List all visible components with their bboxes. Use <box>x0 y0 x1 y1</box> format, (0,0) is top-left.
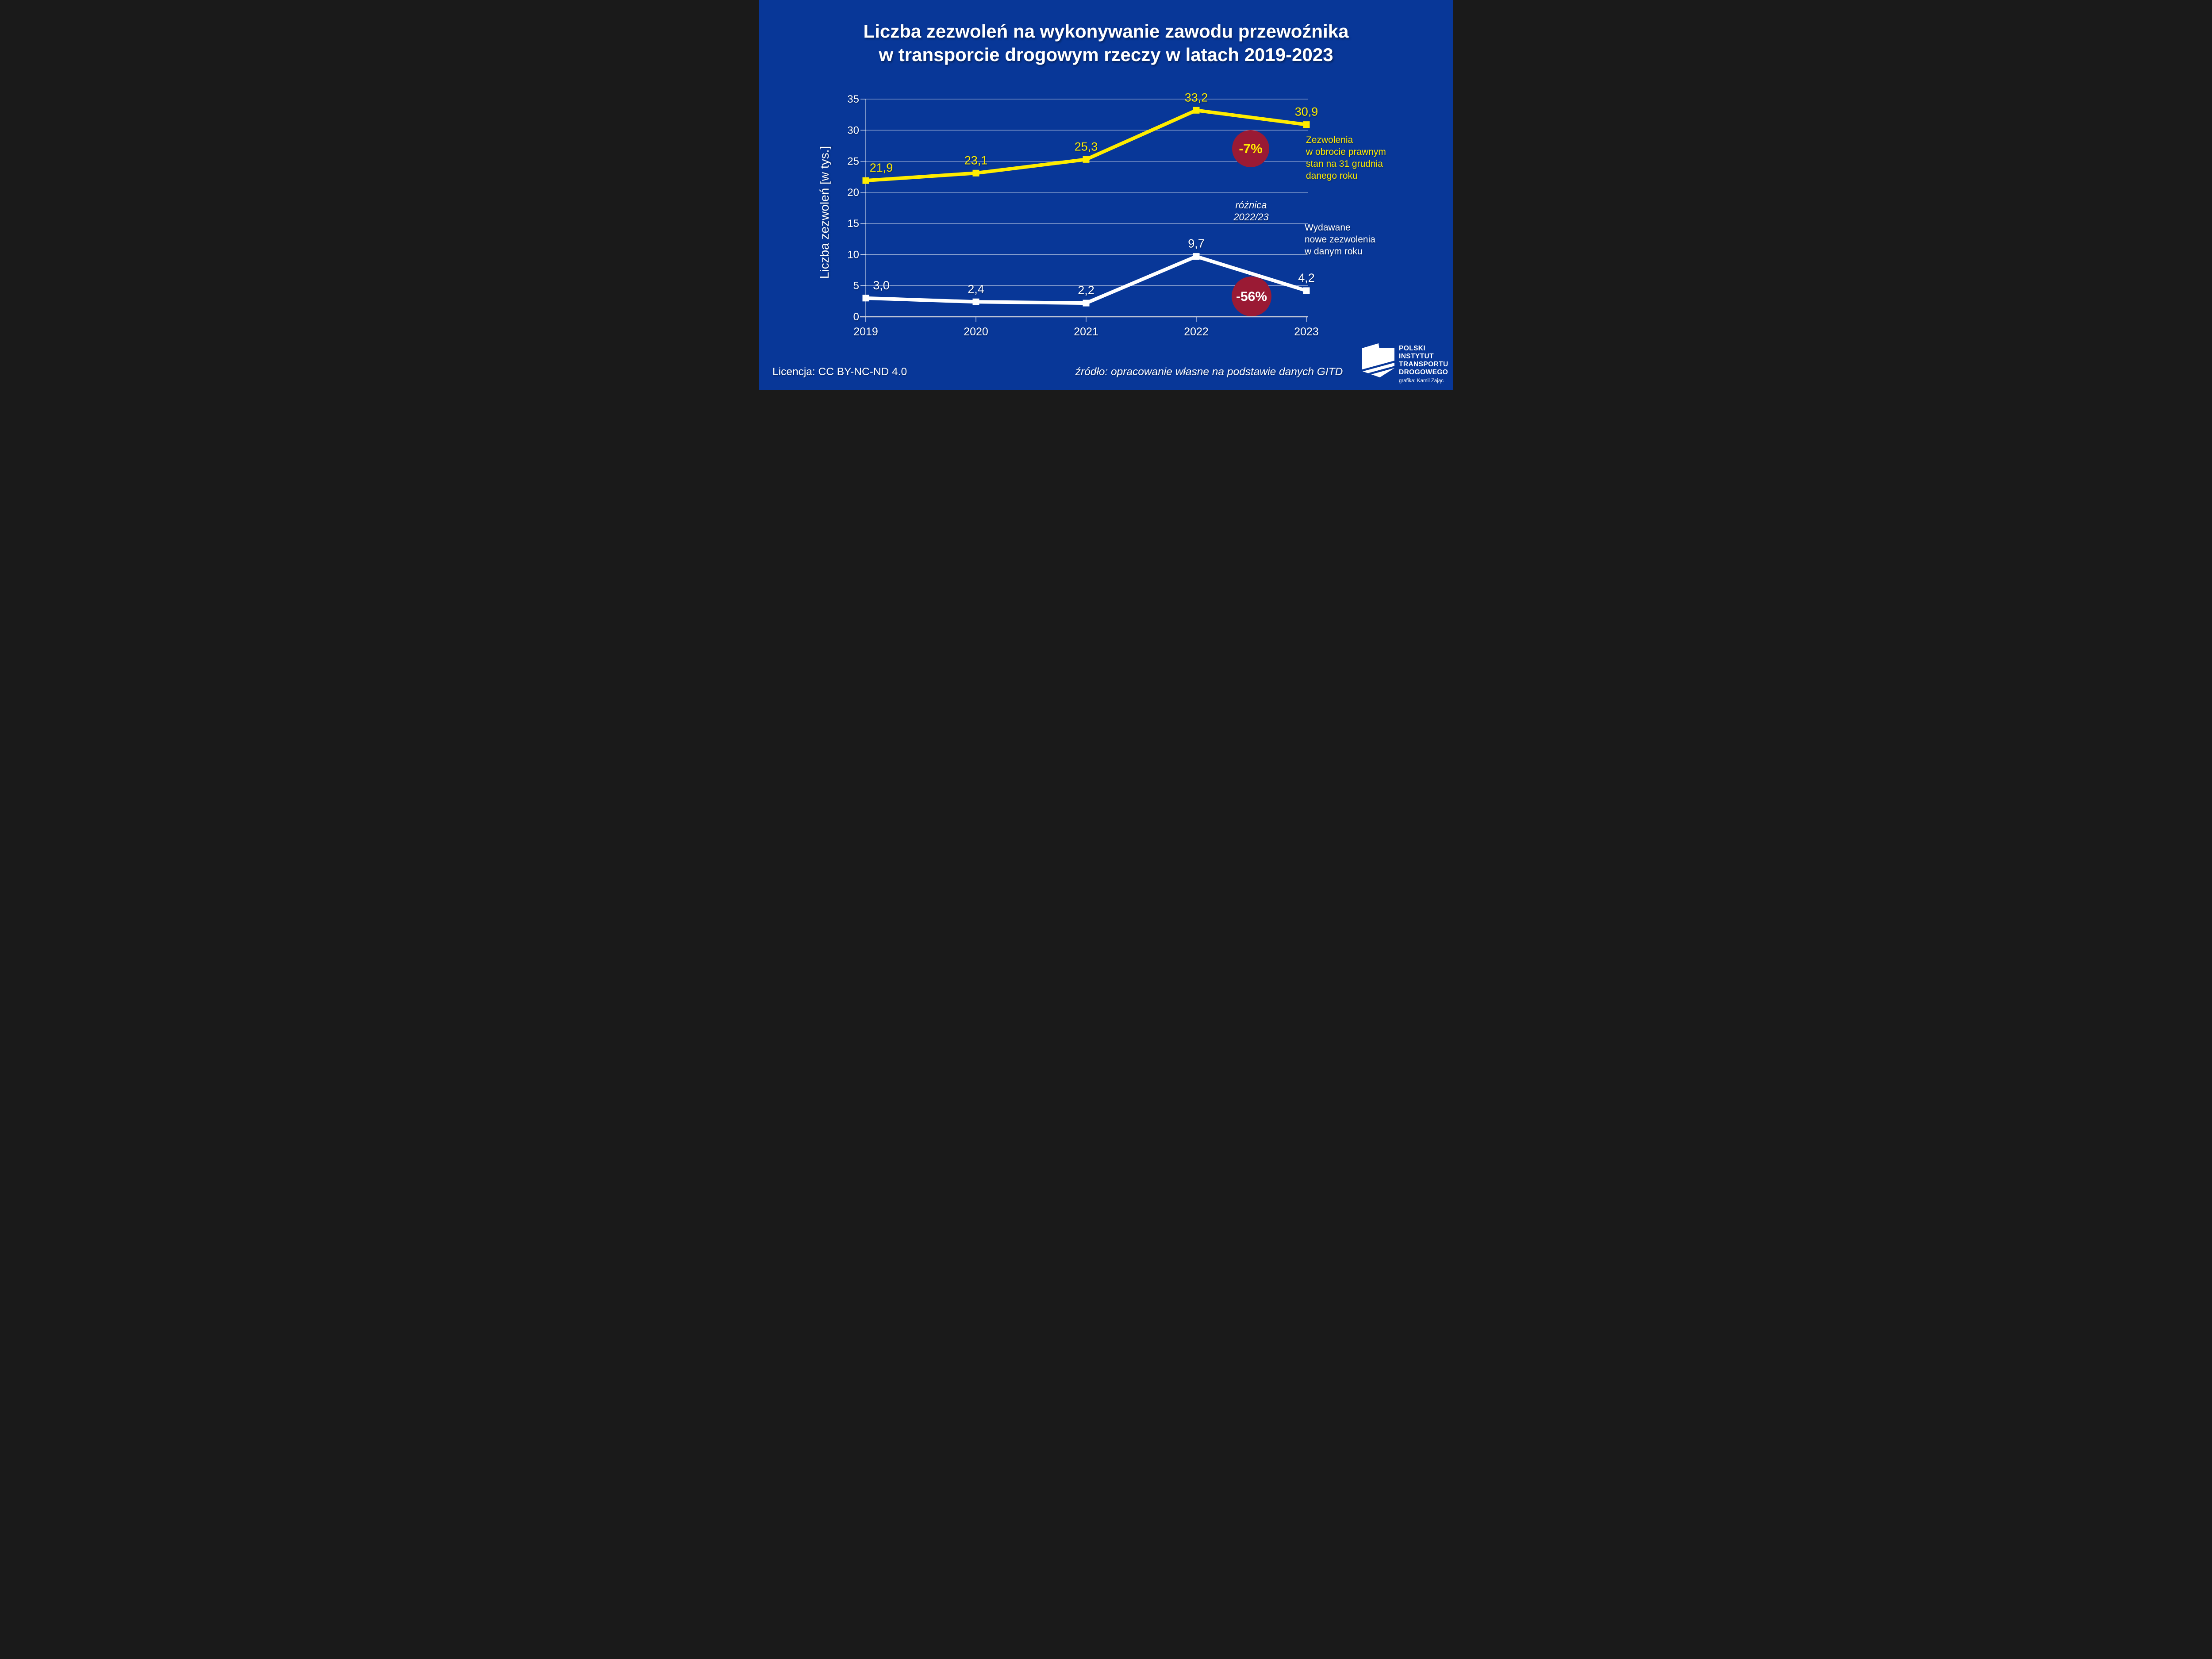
legend-permits-in-circulation: Zezwolenia w obrocie prawnym stan na 31 … <box>1306 134 1386 182</box>
change-badge <box>1232 276 1271 316</box>
y-tick-label: 5 <box>853 280 859 292</box>
legend-new-line: Wydawane <box>1305 223 1351 233</box>
series-1-marker-2021 <box>1083 300 1090 307</box>
series-0-marker-2022 <box>1193 107 1200 114</box>
legend-permits-line: Zezwolenia <box>1306 135 1353 145</box>
difference-note-line1: różnica <box>1235 200 1267 211</box>
series-1-marker-2022 <box>1193 253 1200 260</box>
change-badge-label: -56% <box>1236 289 1267 304</box>
source-text: źródło: opracowanie własne na podstawie … <box>1075 366 1343 378</box>
y-tick-label: 25 <box>847 156 859 168</box>
legend-permits-line: w obrocie prawnym <box>1306 147 1386 157</box>
series-0-marker-2023 <box>1303 121 1310 128</box>
chart-title: Liczba zezwoleń na wykonywanie zawodu pr… <box>759 19 1453 66</box>
difference-note-line2: 2022/23 <box>1233 211 1269 223</box>
x-tick-label: 2022 <box>1184 326 1209 338</box>
change-badge <box>1232 130 1269 167</box>
title-line-1: Liczba zezwoleń na wykonywanie zawodu pr… <box>863 21 1349 42</box>
x-tick-label: 2023 <box>1294 326 1319 338</box>
x-tick-label: 2021 <box>1074 326 1098 338</box>
x-tick-label: 2019 <box>853 326 878 338</box>
pitd-logo-line: DROGOWEGO <box>1399 369 1448 376</box>
series-1-marker-2020 <box>972 298 979 305</box>
pitd-logo-line: INSTYTUT <box>1399 353 1434 360</box>
series-1-marker-2023 <box>1303 287 1310 294</box>
y-tick-label: 0 <box>853 311 859 323</box>
legend-permits-line: stan na 31 grudnia <box>1306 159 1383 169</box>
y-tick-label: 20 <box>847 187 859 199</box>
pitd-logo-line: POLSKI <box>1399 345 1426 352</box>
legend-permits-line: danego roku <box>1306 171 1358 181</box>
infographic-slide: Liczba zezwoleń na wykonywanie zawodu pr… <box>759 0 1453 390</box>
pitd-logo-line: TRANSPORTU <box>1399 361 1448 368</box>
y-tick-label: 10 <box>847 249 859 261</box>
value-label: 4,2 <box>1298 271 1315 284</box>
title-line-2: w transporcie drogowym rzeczy w latach 2… <box>879 44 1333 65</box>
shield-stripe <box>1362 360 1394 372</box>
y-tick-label: 30 <box>847 124 859 136</box>
value-label: 23,1 <box>964 154 988 167</box>
pitd-shield-icon <box>1362 343 1394 377</box>
value-label: 30,9 <box>1295 105 1318 119</box>
y-tick-label: 35 <box>847 93 859 105</box>
y-tick-label: 15 <box>847 218 859 230</box>
license-text: Licencja: CC BY-NC-ND 4.0 <box>772 366 907 378</box>
legend-new-permits: Wydawane nowe zezwolenia w danym roku <box>1305 222 1375 257</box>
series-0-marker-2019 <box>862 177 869 184</box>
value-label: 2,2 <box>1078 284 1094 297</box>
value-label: 25,3 <box>1075 140 1098 153</box>
value-label: 33,2 <box>1185 91 1208 104</box>
series-1-marker-2019 <box>862 295 869 302</box>
pitd-logo-text: POLSKI INSTYTUT TRANSPORTU DROGOWEGO <box>1399 345 1448 376</box>
value-label: 21,9 <box>870 161 893 174</box>
line-chart: 21,9 23,1 25,3 33,2 30,9 3,0 2,4 2,2 9,7 4,2 -7% -5… <box>847 91 1319 338</box>
legend-new-line: nowe zezwolenia <box>1305 234 1375 245</box>
value-label: 2,4 <box>968 282 984 296</box>
x-tick-label: 2020 <box>964 326 988 338</box>
value-label: 3,0 <box>873 279 890 292</box>
legend-new-line: w danym roku <box>1305 246 1363 257</box>
value-label: 9,7 <box>1188 237 1205 250</box>
series-0-marker-2021 <box>1083 156 1090 163</box>
change-badge-label: -7% <box>1239 142 1262 156</box>
credit-text: grafika: Kamil Zając <box>1399 378 1444 384</box>
pitd-logo: POLSKI INSTYTUT TRANSPORTU DROGOWEGO gra… <box>1362 343 1451 388</box>
series-0-marker-2020 <box>972 169 979 177</box>
difference-note: różnica 2022/23 <box>1233 199 1269 223</box>
